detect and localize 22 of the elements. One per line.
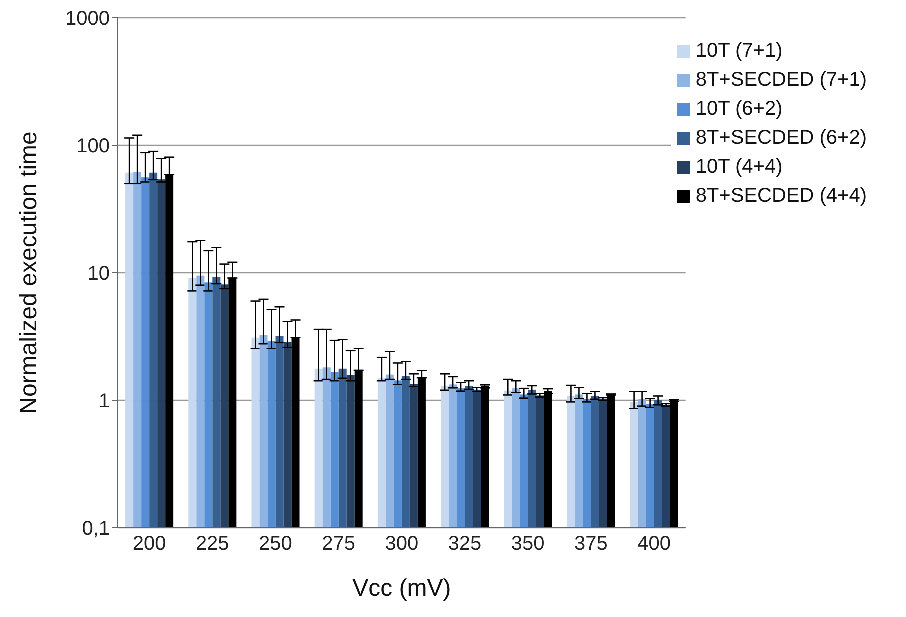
legend-label: 10T (6+2)	[696, 97, 783, 122]
legend-label: 10T (7+1)	[696, 39, 783, 64]
x-tick-label: 250	[259, 533, 292, 556]
x-tick-label: 325	[448, 533, 482, 556]
x-tick-label: 225	[196, 533, 230, 556]
x-tick-label: 375	[574, 533, 608, 556]
legend-label: 8T+SECDED (6+2)	[696, 126, 867, 151]
y-tick-label: 10	[88, 263, 110, 286]
y-tick-label: 1000	[66, 8, 110, 30]
x-tick-label: 350	[511, 533, 545, 556]
legend-label: 8T+SECDED (4+4)	[696, 184, 867, 209]
y-tick-label: 1	[98, 390, 110, 413]
y-tick-label: 100	[76, 136, 110, 158]
y-axis-title: Normalized execution time	[16, 132, 43, 414]
x-tick-label: 300	[385, 533, 419, 556]
y-tick-label: 0,1	[82, 518, 110, 540]
x-tick-label: 275	[322, 533, 356, 556]
x-tick-label: 400	[638, 533, 671, 556]
x-tick-label: 200	[132, 533, 166, 556]
x-axis-title: Vcc (mV)	[352, 575, 452, 602]
legend-label: 10T (4+4)	[696, 155, 783, 180]
legend-label: 8T+SECDED (7+1)	[696, 68, 867, 93]
